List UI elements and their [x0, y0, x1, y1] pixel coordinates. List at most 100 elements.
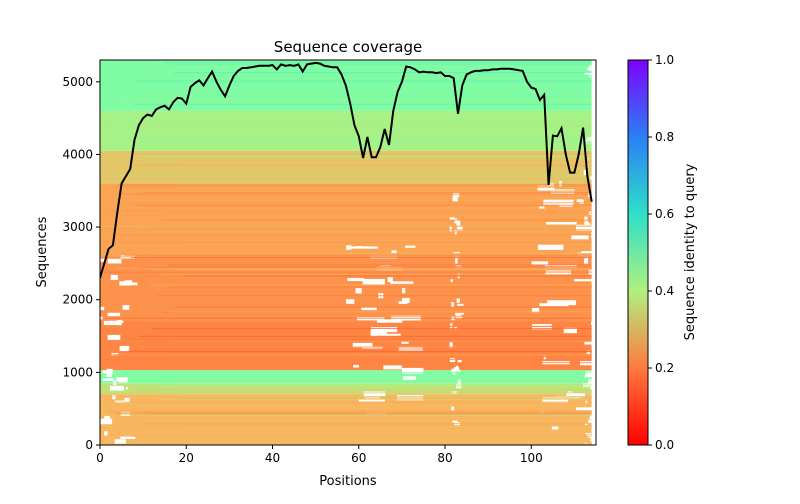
gap-segment — [387, 277, 393, 283]
heatmap-stripe — [158, 252, 592, 254]
gap-segment — [531, 261, 549, 265]
colorbar-gradient — [627, 59, 649, 446]
heatmap-stripe — [150, 442, 592, 444]
gap-segment — [451, 368, 456, 372]
heatmap-stripe — [148, 315, 592, 317]
gap-segment — [455, 365, 459, 368]
heatmap-stripe — [101, 182, 592, 184]
heatmap-stripe — [117, 184, 592, 186]
gap-segment — [587, 379, 596, 385]
gap-segment — [103, 320, 118, 326]
heatmap-stripe — [154, 255, 592, 257]
chart-title: Sequence coverage — [274, 38, 422, 56]
gap-segment — [346, 245, 352, 250]
heatmap-stripe — [132, 103, 592, 105]
gap-segment — [124, 397, 130, 403]
heatmap-stripe — [102, 165, 592, 167]
gap-segment — [454, 218, 458, 224]
gap-segment — [574, 279, 594, 282]
heatmap-stripe — [100, 392, 592, 394]
gap-segment — [457, 303, 464, 306]
heatmap-stripe — [108, 190, 592, 192]
y-tick-label: 5000 — [62, 75, 93, 89]
gap-segment — [563, 327, 577, 334]
colorbar-tick-label: 0.0 — [655, 438, 674, 452]
heatmap-stripe — [176, 268, 592, 270]
gap-segment — [457, 316, 463, 319]
y-tick-label: 1000 — [62, 365, 93, 379]
gap-segment — [106, 368, 113, 375]
heatmap-stripe — [156, 295, 592, 297]
gap-segment — [545, 270, 572, 276]
heatmap-stripe — [183, 425, 592, 427]
gap-segment — [122, 305, 130, 310]
gap-segment — [118, 377, 128, 383]
heatmap-stripe — [111, 353, 592, 355]
gap-segment — [107, 312, 121, 317]
gap-segment — [584, 375, 591, 378]
gap-segment — [584, 341, 596, 345]
gap-segment — [542, 396, 569, 403]
heatmap-stripe — [171, 397, 592, 399]
heatmap-stripe — [120, 414, 592, 416]
gap-segment — [567, 390, 573, 394]
heatmap-stripe — [135, 403, 592, 405]
x-tick-label: 80 — [437, 451, 452, 465]
gap-segment — [402, 367, 424, 374]
heatmap-stripe — [172, 380, 592, 382]
gap-segment — [116, 377, 120, 382]
gap-segment — [355, 288, 362, 294]
gap-segment — [456, 298, 460, 303]
gap-segment — [454, 367, 460, 372]
colorbar-tick-label: 0.8 — [655, 130, 674, 144]
gap-segment — [588, 419, 595, 424]
gap-segment — [113, 380, 117, 386]
gap-segment — [455, 258, 458, 264]
gap-segment — [109, 385, 124, 391]
gap-segment — [586, 350, 591, 355]
heatmap-stripe — [130, 256, 592, 258]
gap-segment — [107, 258, 122, 264]
heatmap-stripe — [124, 433, 592, 435]
gap-segment — [583, 169, 587, 176]
gap-segment — [454, 326, 458, 329]
heatmap-stripe — [134, 98, 592, 100]
heatmap-stripe — [113, 63, 592, 65]
colorbar-axis: 0.0 0.2 0.4 0.6 0.8 1.0 — [648, 53, 674, 452]
heatmap-stripe — [139, 164, 592, 166]
heatmap-stripe — [109, 267, 592, 269]
x-axis-label: Positions — [319, 474, 377, 489]
heatmap-stripe — [173, 396, 592, 398]
heatmap-stripe — [147, 372, 592, 374]
heatmap-stripe — [145, 158, 592, 160]
gap-segment — [402, 376, 416, 380]
colorbar-tick-label: 0.6 — [655, 207, 674, 221]
heatmap-stripe — [134, 204, 592, 206]
heatmap-stripe — [137, 77, 592, 79]
heatmap-stripe — [170, 286, 592, 288]
heatmap-stripe — [108, 443, 592, 445]
gap-segment — [451, 301, 454, 308]
heatmap-stripe — [138, 441, 592, 443]
heatmap-stripe — [122, 271, 592, 273]
heatmap-stripe — [151, 327, 592, 329]
gap-segment — [401, 297, 410, 303]
heatmap-stripe — [147, 159, 592, 161]
gap-segment — [571, 235, 589, 240]
gap-segment — [112, 396, 116, 399]
colorbar-tick-label: 0.2 — [655, 361, 674, 375]
heatmap-stripe — [130, 435, 592, 437]
identity-band — [100, 383, 592, 395]
gap-segment — [582, 383, 596, 388]
heatmap-stripe — [128, 389, 592, 391]
gap-segment — [576, 407, 596, 411]
gap-segment — [119, 345, 130, 352]
y-tick-label: 4000 — [62, 147, 93, 161]
x-axis: 0 20 40 60 80 100 — [96, 445, 543, 465]
heatmap-stripe — [163, 186, 592, 188]
gap-segment — [390, 281, 414, 284]
plot-frame — [99, 59, 597, 446]
heatmap-stripe — [113, 354, 592, 356]
gap-segment — [576, 199, 584, 203]
